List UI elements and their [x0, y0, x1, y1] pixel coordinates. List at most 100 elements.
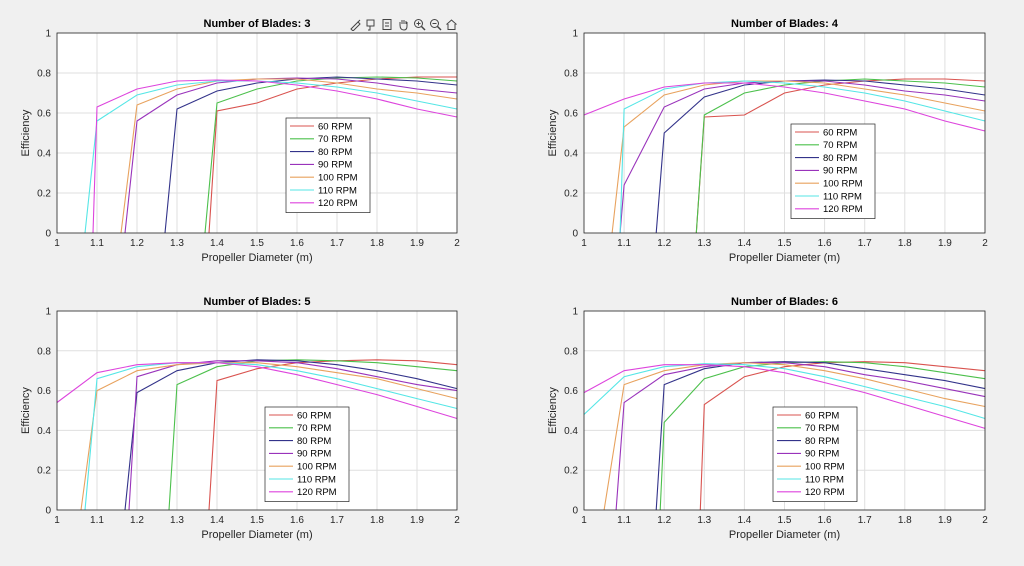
y-tick-label: 0.6 — [564, 109, 578, 120]
legend-entry: 90 RPM — [805, 449, 839, 460]
y-axis-label: Efficiency — [547, 387, 559, 434]
x-tick-label: 1.9 — [410, 238, 424, 249]
x-tick-label: 1.2 — [130, 515, 144, 526]
axes-box — [56, 32, 458, 234]
legend-box — [264, 406, 350, 502]
pan-button[interactable] — [396, 16, 411, 32]
series-line-100-rpm — [611, 80, 986, 234]
x-tick-label: 1 — [581, 238, 587, 249]
zoom-in-icon — [414, 18, 426, 31]
x-tick-label: 2 — [982, 515, 988, 526]
legend-entry: 110 RPM — [805, 474, 844, 485]
y-tick-label: 0.4 — [37, 426, 51, 437]
series-line-110-rpm — [619, 80, 986, 234]
series-line-60-rpm — [695, 78, 986, 234]
x-tick-label: 1.1 — [90, 238, 104, 249]
series-line-90-rpm — [615, 362, 986, 511]
x-tick-label: 1.4 — [737, 238, 751, 249]
x-tick-label: 1.3 — [697, 238, 711, 249]
x-tick-label: 1.7 — [330, 515, 344, 526]
axes-box — [56, 310, 458, 511]
x-tick-label: 1.9 — [410, 515, 424, 526]
brush-icon — [350, 19, 361, 31]
x-tick-label: 1.1 — [90, 515, 104, 526]
y-tick-label: 0 — [572, 229, 578, 240]
pan-icon — [399, 19, 408, 31]
series-line-80-rpm — [124, 359, 458, 511]
legend-entry: 80 RPM — [823, 153, 857, 164]
x-tick-label: 1 — [581, 515, 587, 526]
x-tick-label: 1.6 — [290, 238, 304, 249]
series-line-70-rpm — [204, 76, 458, 234]
legend-entry: 120 RPM — [805, 487, 845, 498]
axes-box — [583, 310, 986, 511]
x-tick-label: 1.9 — [938, 515, 952, 526]
x-tick-label: 1.9 — [938, 238, 952, 249]
legend-entry: 120 RPM — [823, 204, 863, 215]
legend-entry: 60 RPM — [318, 121, 352, 132]
x-tick-label: 1.8 — [898, 515, 912, 526]
zoom-out-icon — [430, 18, 442, 31]
x-tick-label: 2 — [454, 515, 460, 526]
legend-entry: 120 RPM — [318, 198, 358, 209]
y-tick-label: 0.6 — [564, 386, 578, 397]
chart-panel-4: 1 1.1 1.2 1.3 1.4 1.5 1.6 1.7 1.8 1.9 2 0 0.2 0.4 0.6 0… — [547, 296, 988, 541]
legend-box — [772, 406, 858, 502]
x-tick-label: 1.8 — [370, 238, 384, 249]
series-line-120-rpm — [583, 364, 986, 429]
y-tick-label: 0.2 — [564, 466, 578, 477]
brush-button[interactable] — [348, 16, 363, 32]
zoom-out-button[interactable] — [428, 16, 443, 32]
x-axis-label: Propeller Diameter (m) — [729, 252, 840, 264]
series-line-120-rpm — [583, 82, 986, 132]
restore-view-icon — [382, 18, 392, 30]
chart-panel-1: 1 1.1 1.2 1.3 1.4 1.5 1.6 1.7 1.8 1.9 2 0 0.2 0.4 0.6 0… — [20, 18, 460, 264]
y-tick-label: 0.6 — [37, 109, 51, 120]
legend-entry: 110 RPM — [318, 185, 357, 196]
legend-entry: 60 RPM — [297, 410, 331, 421]
y-tick-label: 0 — [45, 506, 51, 517]
legend-entry: 70 RPM — [805, 423, 839, 434]
chart-title: Number of Blades: 3 — [204, 18, 311, 30]
series-line-100-rpm — [120, 78, 458, 234]
x-tick-label: 1.1 — [617, 515, 631, 526]
y-tick-label: 0.6 — [37, 386, 51, 397]
series-line-70-rpm — [168, 359, 458, 511]
y-tick-label: 0.8 — [564, 346, 578, 357]
y-tick-label: 0.2 — [37, 466, 51, 477]
x-tick-label: 1.1 — [617, 238, 631, 249]
y-tick-label: 1 — [572, 307, 578, 318]
chart-panel-2: 1 1.1 1.2 1.3 1.4 1.5 1.6 1.7 1.8 1.9 2 0 0.2 0.4 0.6 0… — [547, 18, 988, 264]
legend-entry: 100 RPM — [318, 173, 358, 184]
x-tick-label: 1.8 — [370, 515, 384, 526]
legend-entry: 110 RPM — [823, 191, 862, 202]
chart-panel-3: 1 1.1 1.2 1.3 1.4 1.5 1.6 1.7 1.8 1.9 2 0 0.2 0.4 0.6 0… — [20, 296, 460, 541]
x-tick-label: 1.2 — [130, 238, 144, 249]
axes-box — [583, 32, 986, 234]
legend-entry: 90 RPM — [318, 160, 352, 171]
x-tick-label: 1.7 — [858, 515, 872, 526]
y-tick-label: 0.8 — [564, 69, 578, 80]
x-tick-label: 1.2 — [657, 515, 671, 526]
y-tick-label: 0.2 — [564, 189, 578, 200]
zoom-in-button[interactable] — [412, 16, 427, 32]
data-tips-button[interactable] — [364, 16, 379, 32]
chart-title: Number of Blades: 4 — [731, 18, 839, 30]
x-tick-label: 1.4 — [210, 238, 224, 249]
x-tick-label: 1.5 — [250, 238, 264, 249]
restore-view-button[interactable] — [380, 16, 395, 32]
legend-entry: 80 RPM — [805, 436, 839, 447]
y-tick-label: 0.8 — [37, 346, 51, 357]
legend-entry: 70 RPM — [297, 423, 331, 434]
x-tick-label: 1.4 — [737, 515, 751, 526]
series-line-80-rpm — [655, 361, 986, 511]
x-tick-label: 1.5 — [778, 238, 792, 249]
y-tick-label: 1 — [45, 307, 51, 318]
x-tick-label: 2 — [454, 238, 460, 249]
x-axis-label: Propeller Diameter (m) — [201, 529, 312, 541]
home-button[interactable] — [444, 16, 459, 32]
x-tick-label: 1.6 — [818, 238, 832, 249]
